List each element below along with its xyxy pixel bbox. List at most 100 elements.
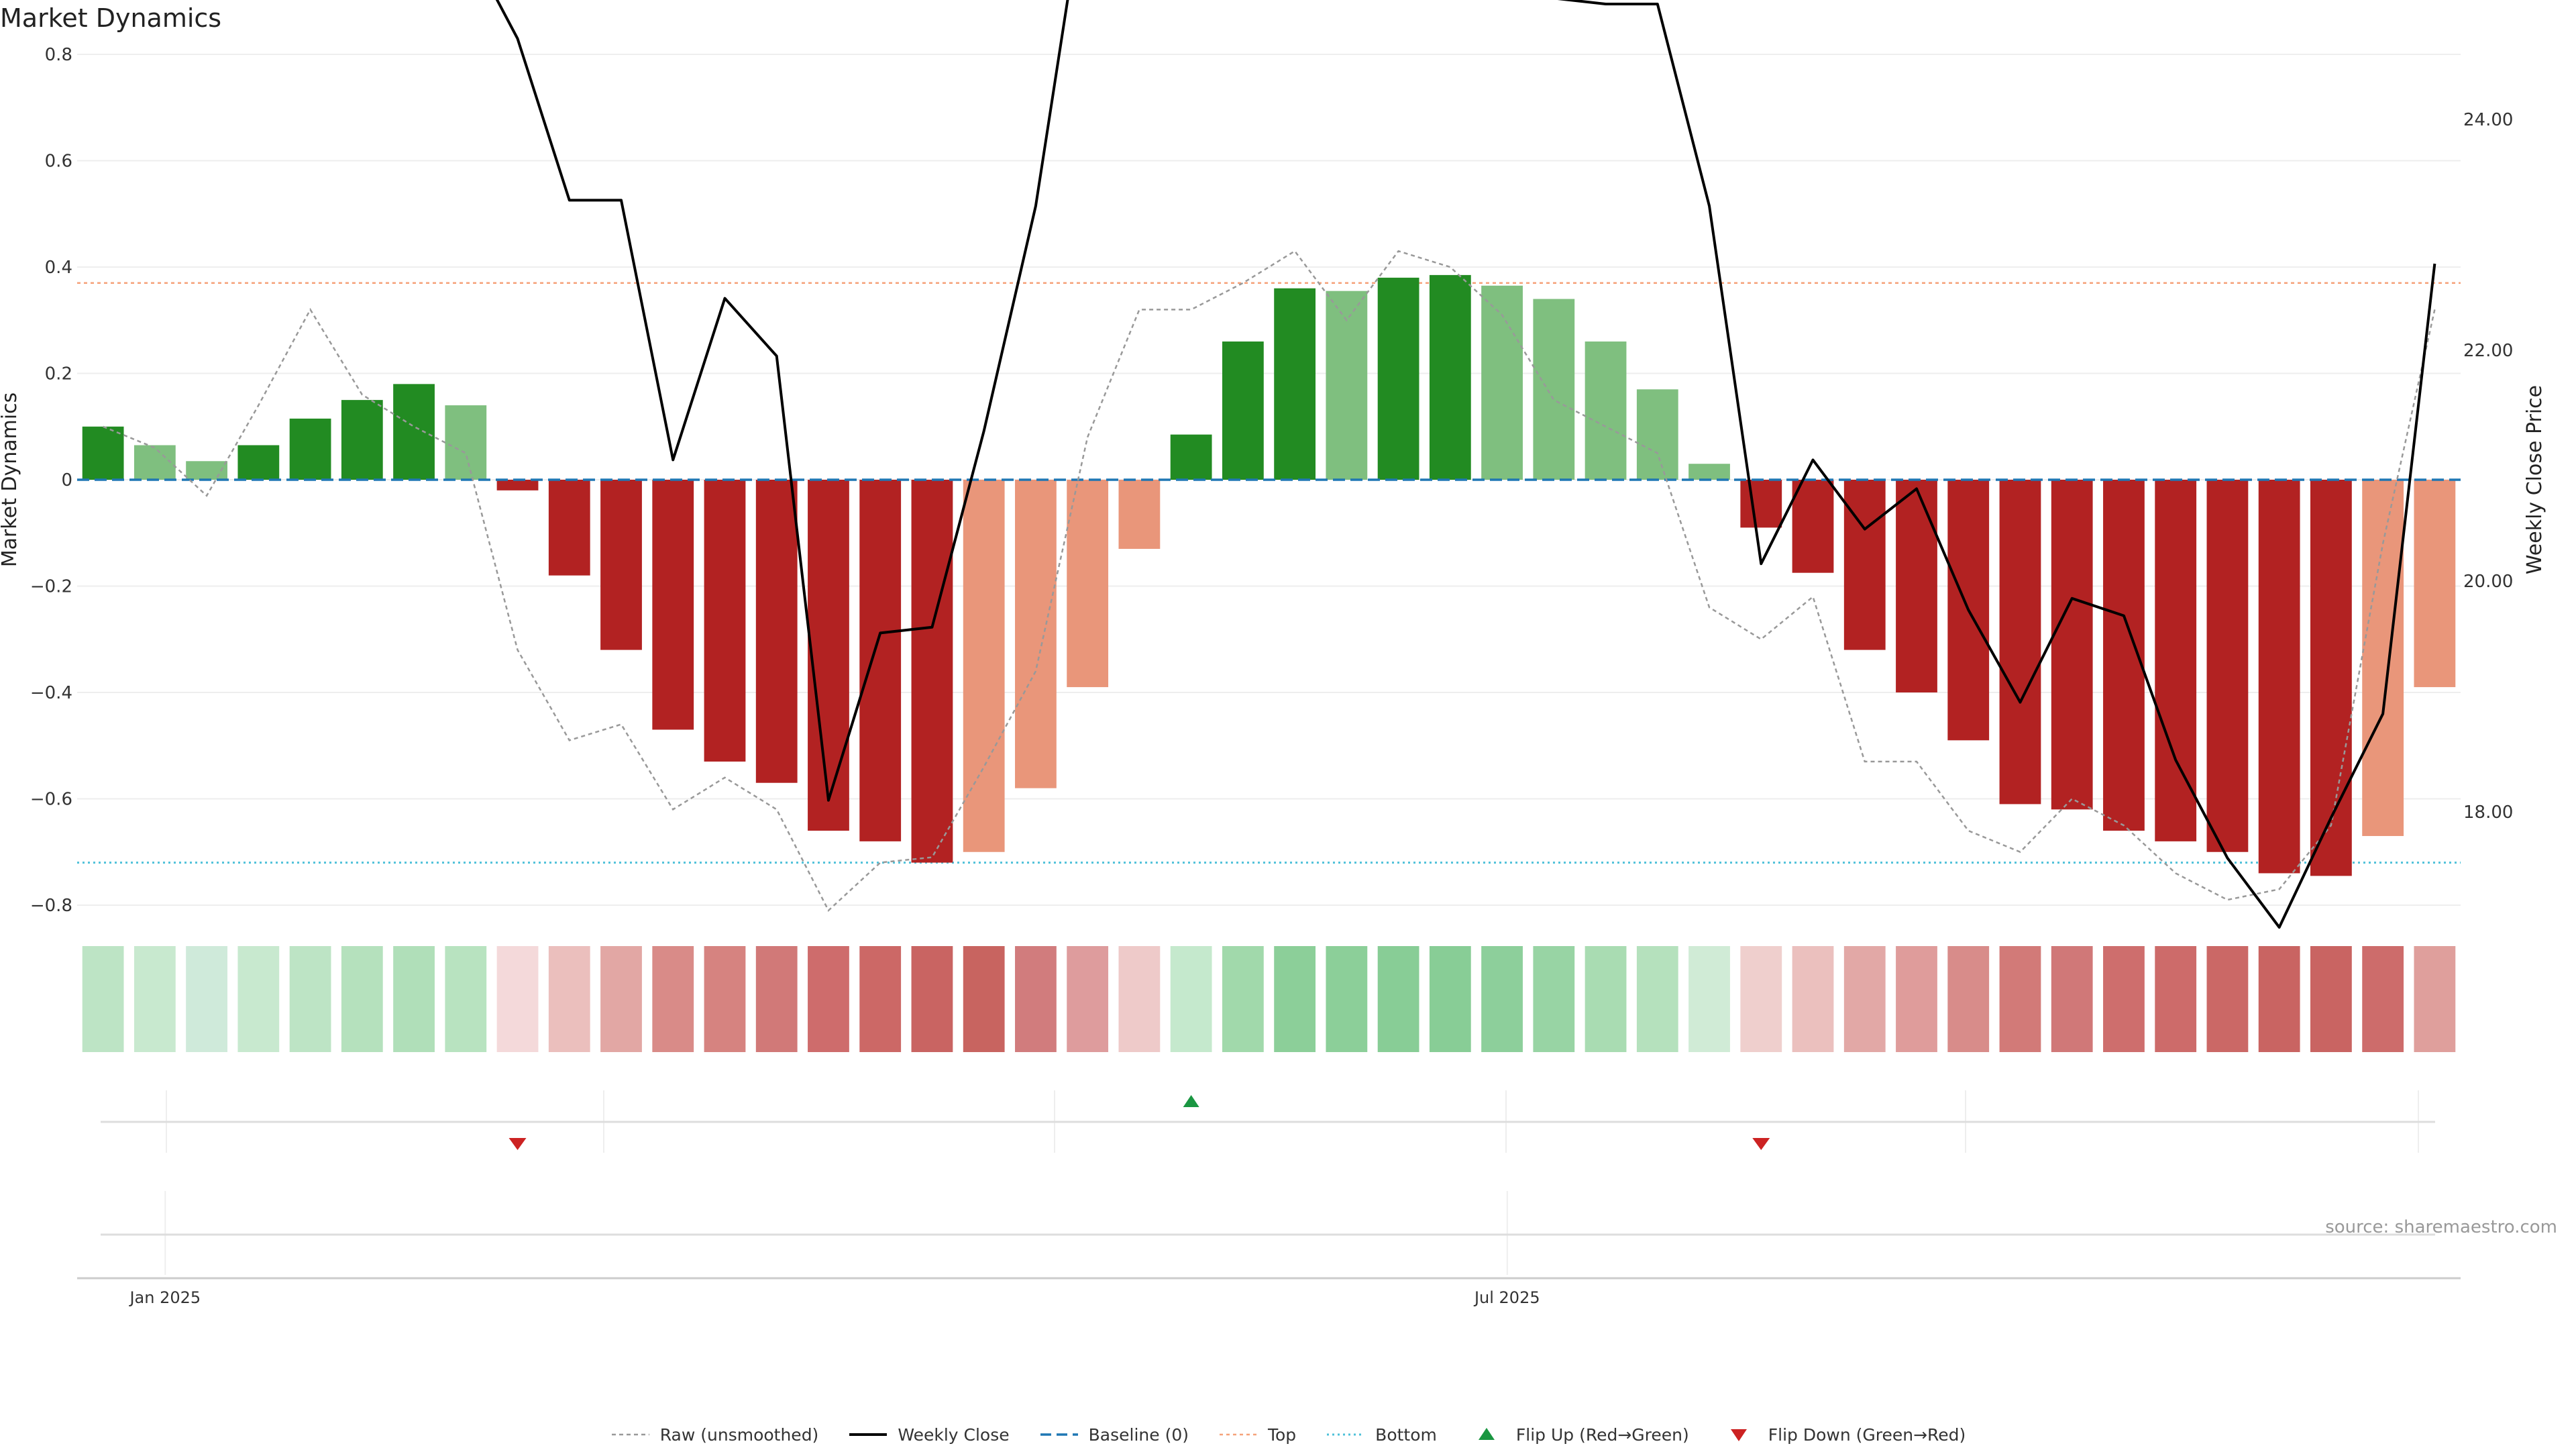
dynamics-bar xyxy=(133,445,176,480)
strength-cell xyxy=(341,946,383,1052)
dynamics-bar xyxy=(755,480,798,783)
left-tick-label: −0.2 xyxy=(30,577,72,597)
strength-cell xyxy=(1170,946,1212,1052)
dynamics-bar xyxy=(1792,480,1834,573)
legend-item-raw: Raw (unsmoothed) xyxy=(610,1424,819,1445)
strength-cell xyxy=(2362,946,2404,1052)
weekly-close-line xyxy=(495,0,2436,929)
left-axis-label: Market Dynamics xyxy=(0,393,21,568)
flipdown-legend-swatch xyxy=(1730,1429,1747,1441)
left-tick-label: 0.8 xyxy=(45,45,72,65)
dynamics-bar xyxy=(2362,480,2404,836)
left-tick-label: 0 xyxy=(61,470,72,490)
top-legend-swatch xyxy=(1219,1433,1257,1436)
dynamics-bar xyxy=(2051,480,2093,810)
legend-label: Flip Up (Red→Green) xyxy=(1515,1424,1689,1445)
dynamics-bar xyxy=(1688,464,1730,480)
legend-item-close: Weekly Close xyxy=(848,1424,1010,1445)
strength-cell xyxy=(1533,946,1575,1052)
dynamics-bar xyxy=(2155,480,2197,841)
right-axis-label: Weekly Close Price xyxy=(2523,385,2546,574)
strength-cell xyxy=(133,946,176,1052)
strength-cell xyxy=(1067,946,1109,1052)
dynamics-bar xyxy=(1636,389,1678,480)
strength-cell xyxy=(1843,946,1886,1052)
dynamics-bar xyxy=(600,480,642,650)
flip-down-marker xyxy=(508,1138,527,1150)
dynamics-bar xyxy=(1740,480,1782,528)
dynamics-bar xyxy=(1274,288,1316,480)
close-legend-swatch xyxy=(849,1433,888,1436)
legend-item-flipup: Flip Up (Red→Green) xyxy=(1466,1425,1689,1445)
strength-cell xyxy=(237,946,280,1052)
strength-cell xyxy=(1377,946,1419,1052)
strength-cell xyxy=(1222,946,1264,1052)
left-tick-label: −0.8 xyxy=(30,896,72,916)
dynamics-bar xyxy=(652,480,694,730)
dynamics-bar xyxy=(2310,480,2352,876)
legend-label: Raw (unsmoothed) xyxy=(659,1424,819,1445)
left-tick-label: 0.4 xyxy=(45,258,72,278)
left-tick-label: 0.6 xyxy=(45,152,72,172)
strength-cell xyxy=(1688,946,1730,1052)
strength-cell xyxy=(445,946,487,1052)
dynamics-bar xyxy=(82,426,124,480)
baseline-legend-swatch xyxy=(1040,1433,1078,1436)
dynamics-bar xyxy=(289,418,331,480)
strength-cell xyxy=(2258,946,2300,1052)
legend-label: Baseline (0) xyxy=(1088,1424,1189,1445)
flipup-legend-swatch xyxy=(1478,1428,1495,1440)
strength-cell xyxy=(186,946,227,1052)
strength-cell xyxy=(1481,946,1523,1052)
legend-label: Weekly Close xyxy=(898,1424,1010,1445)
strength-cell xyxy=(808,946,849,1052)
strength-cell xyxy=(1274,946,1316,1052)
strength-cell xyxy=(1792,946,1834,1052)
dynamics-bar xyxy=(237,445,280,480)
strength-cell xyxy=(289,946,331,1052)
right-tick-label: 20.00 xyxy=(2463,572,2513,592)
right-tick-label: 24.00 xyxy=(2463,110,2513,130)
strength-cell xyxy=(2206,946,2249,1052)
legend-item-baseline: Baseline (0) xyxy=(1039,1425,1189,1445)
dynamics-bar xyxy=(1533,299,1575,480)
flip-up-marker xyxy=(1183,1095,1199,1107)
legend-label: Bottom xyxy=(1375,1424,1437,1445)
strength-cell xyxy=(1740,946,1782,1052)
left-tick-label: 0.2 xyxy=(45,364,72,384)
legend-label: Flip Down (Green→Red) xyxy=(1768,1424,1966,1445)
strength-cell xyxy=(1947,946,1990,1052)
dynamics-bar xyxy=(1326,291,1368,480)
strength-cell xyxy=(2103,946,2145,1052)
strength-cell xyxy=(755,946,798,1052)
right-tick-label: 18.00 xyxy=(2463,802,2513,823)
strength-cell xyxy=(1636,946,1678,1052)
dynamics-bar xyxy=(496,480,539,490)
strength-cell xyxy=(548,946,590,1052)
strength-cell xyxy=(2414,946,2456,1052)
raw-legend-swatch xyxy=(611,1433,649,1436)
dynamics-bar xyxy=(1170,434,1212,480)
strength-cell xyxy=(1999,946,2041,1052)
right-tick-label: 22.00 xyxy=(2463,341,2513,361)
dynamics-bar xyxy=(808,480,849,831)
strength-cell xyxy=(393,946,435,1052)
left-tick-label: −0.4 xyxy=(30,683,72,703)
legend-label: Top xyxy=(1267,1424,1297,1445)
strength-cell xyxy=(911,946,953,1052)
flipup-legend-mark xyxy=(1478,1428,1495,1440)
dynamics-bar xyxy=(1222,341,1264,480)
raw-line xyxy=(103,250,2436,912)
dynamics-bar xyxy=(1999,480,2041,805)
dynamics-bar xyxy=(341,400,383,480)
x-tick-label: Jan 2025 xyxy=(128,1288,201,1307)
strength-cell xyxy=(963,946,1005,1052)
strength-cell xyxy=(2155,946,2197,1052)
legend-item-top: Top xyxy=(1218,1425,1296,1445)
strength-cell xyxy=(1429,946,1471,1052)
strength-cell xyxy=(2310,946,2352,1052)
strength-cell xyxy=(2051,946,2093,1052)
dynamics-bar xyxy=(548,480,590,576)
